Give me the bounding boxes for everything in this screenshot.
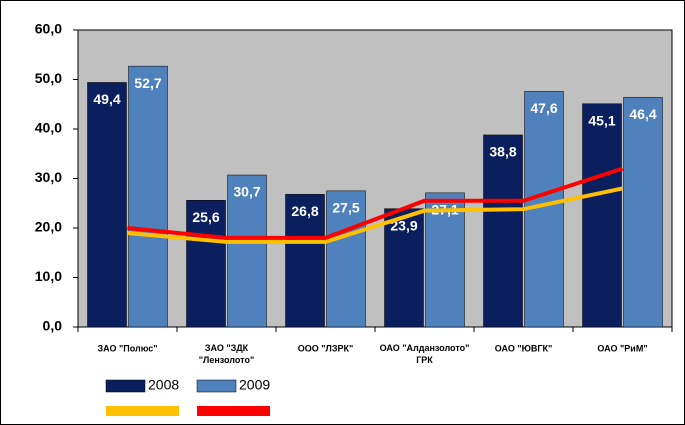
bar (186, 200, 226, 328)
legend-label: 2009 (239, 377, 270, 393)
y-tick-label: 20,0 (35, 219, 62, 235)
value-label: 46,4 (629, 106, 656, 122)
legend-swatch (197, 406, 270, 416)
plot-area (77, 29, 673, 328)
y-tick-label: 40,0 (35, 120, 62, 136)
value-label: 23,9 (390, 217, 417, 233)
line (127, 186, 623, 244)
bar (128, 65, 168, 328)
bar (483, 134, 523, 328)
value-label: 52,7 (134, 75, 161, 91)
x-tick-label: ОАО "РиМ" (597, 343, 647, 353)
value-label: 27,5 (332, 200, 359, 216)
x-tick-label: ОАО "Алданзолото" ГРК (380, 343, 470, 365)
value-label: 26,8 (291, 203, 318, 219)
x-tick-label: ООО "ЛЗРК" (298, 343, 354, 353)
y-tick-label: 30,0 (35, 169, 62, 185)
x-tick-label: ЗАО "ЗДК "Лензолото" (199, 343, 254, 365)
value-label: 30,7 (233, 184, 260, 200)
bar (227, 174, 267, 328)
y-tick-label: 60,0 (35, 21, 62, 37)
y-tick-label: 10,0 (35, 268, 62, 284)
legend-swatch (196, 379, 237, 393)
bar (623, 97, 663, 328)
legend-swatch (105, 379, 146, 393)
bar (326, 190, 366, 328)
value-label: 49,4 (93, 91, 120, 107)
x-tick-label: ОАО "ЮВГК" (495, 343, 553, 353)
value-label: 47,6 (530, 100, 557, 116)
value-label: 25,6 (192, 209, 219, 225)
value-label: 38,8 (489, 144, 516, 160)
legend-label: 2008 (148, 377, 179, 393)
legend-swatch (106, 406, 179, 416)
value-label: 45,1 (588, 112, 615, 128)
bar (285, 194, 325, 328)
x-tick-label: ЗАО "Полюс" (97, 343, 157, 353)
bar (384, 208, 424, 328)
bar (425, 192, 465, 328)
y-tick-label: 50,0 (35, 70, 62, 86)
y-tick-label: 0,0 (43, 318, 63, 334)
bar (582, 103, 622, 328)
line (127, 166, 624, 240)
bar (87, 82, 127, 328)
